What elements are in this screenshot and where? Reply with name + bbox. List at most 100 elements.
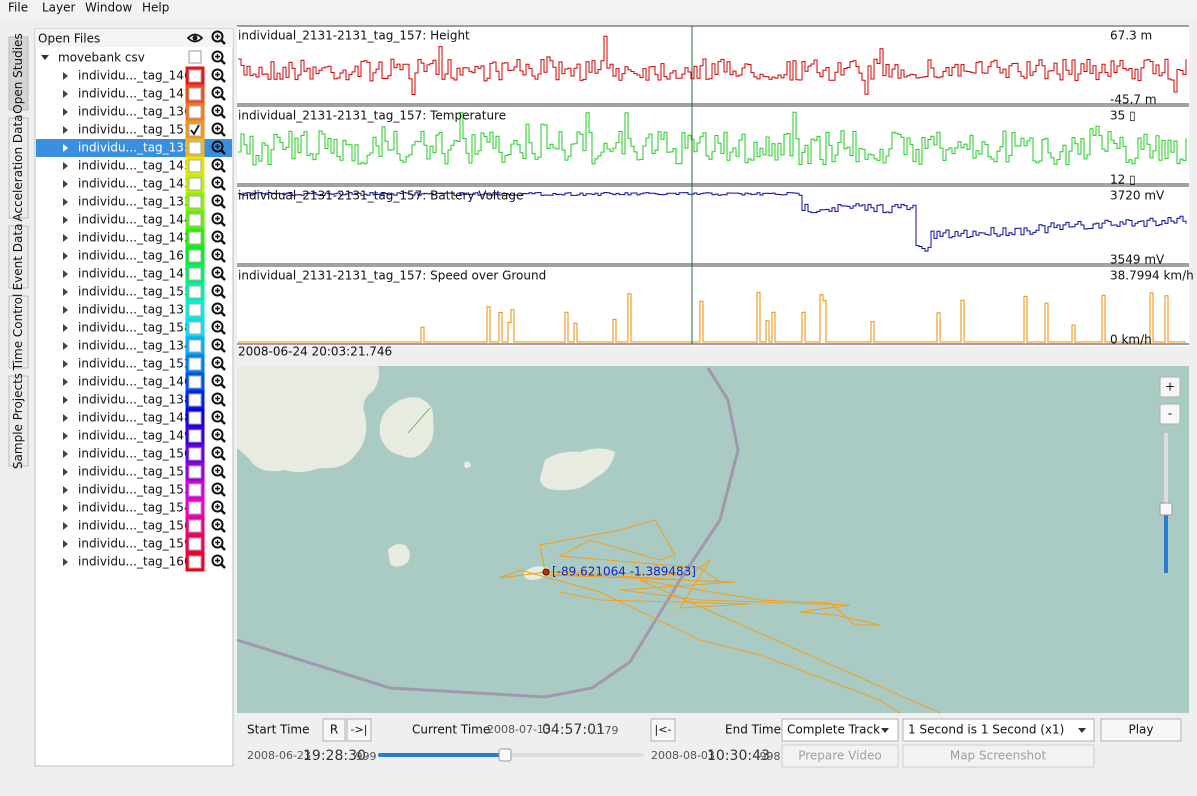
visibility-checkbox[interactable] <box>188 321 202 335</box>
animal-track <box>499 519 941 714</box>
map-screenshot-button[interactable] <box>902 744 1095 768</box>
tree-item-label[interactable]: individu..._tag_147 <box>78 267 192 281</box>
visibility-checkbox[interactable] <box>188 483 202 497</box>
visibility-checkbox[interactable] <box>188 69 202 83</box>
tree-item-label[interactable]: individu..._tag_144 <box>78 213 192 227</box>
side-tab[interactable] <box>8 36 29 111</box>
tree-item-label[interactable]: individu..._tag_135 <box>78 141 192 155</box>
reset-button[interactable] <box>322 718 346 742</box>
tree-item-label[interactable]: individu..._tag_151 <box>78 465 192 479</box>
visibility-checkbox[interactable] <box>188 429 202 443</box>
visibility-checkbox[interactable] <box>188 159 202 173</box>
expand-arrow <box>63 342 68 350</box>
plot-max: 38.7994 km/h <box>1110 269 1194 283</box>
end-mode-dropdown[interactable] <box>781 718 899 742</box>
zoom-in-button[interactable] <box>1159 376 1181 398</box>
color-swatch <box>185 264 205 284</box>
tree-item-label[interactable]: individu..._tag_150 <box>78 447 192 461</box>
expand-arrow <box>63 414 68 422</box>
expand-arrow <box>63 252 68 260</box>
zoom-slider-fill <box>1164 509 1168 573</box>
tree-item-label[interactable]: individu..._tag_141 <box>78 87 192 101</box>
side-tab-label: Open Studies <box>11 33 25 113</box>
visibility-checkbox[interactable] <box>188 501 202 515</box>
tree-item-label[interactable]: individu..._tag_153 <box>78 483 192 497</box>
side-tab[interactable] <box>8 117 29 219</box>
play-button[interactable] <box>1100 718 1182 742</box>
visibility-checkbox[interactable] <box>188 87 202 101</box>
tree-item-label[interactable]: individu..._tag_154 <box>78 501 192 515</box>
tree-item-label[interactable]: individu..._tag_136 <box>78 105 192 119</box>
menu-item[interactable]: Help <box>142 1 169 15</box>
visibility-checkbox[interactable] <box>188 141 202 155</box>
expand-arrow <box>63 522 68 530</box>
visibility-checkbox[interactable] <box>188 411 202 425</box>
expand-arrow <box>63 396 68 404</box>
time-slider-handle[interactable] <box>498 748 512 762</box>
tree-item-label[interactable]: individu..._tag_149 <box>78 429 192 443</box>
visibility-checkbox[interactable] <box>188 249 202 263</box>
map-screenshot-label: Map Screenshot <box>950 749 1047 763</box>
end-mode: Complete Track <box>787 723 880 737</box>
tree-item-label[interactable]: individu..._tag_148 <box>78 411 192 425</box>
menu-item[interactable]: File <box>8 1 28 15</box>
side-tab[interactable] <box>8 375 29 467</box>
tree-item-label[interactable]: individu..._tag_156 <box>78 519 192 533</box>
tree-item-label[interactable]: individu..._tag_155 <box>78 285 192 299</box>
expand-arrow <box>63 324 68 332</box>
tree-item-label[interactable]: individu..._tag_146 <box>78 69 192 83</box>
side-tab-label: Acceleration Data <box>11 114 25 221</box>
visibility-checkbox[interactable] <box>188 303 202 317</box>
tree-item-label[interactable]: individu..._tag_140 <box>78 375 192 389</box>
tree-item-label[interactable]: individu..._tag_160 <box>78 555 192 569</box>
visibility-checkbox[interactable] <box>188 375 202 389</box>
visibility-checkbox[interactable] <box>188 213 202 227</box>
visibility-checkbox[interactable] <box>188 231 202 245</box>
expand-arrow <box>63 180 68 188</box>
zoom-slider-handle[interactable] <box>1159 502 1173 516</box>
visibility-checkbox[interactable] <box>188 177 202 191</box>
visibility-checkbox[interactable] <box>188 267 202 281</box>
expand-arrow <box>63 216 68 224</box>
tree-item-label[interactable]: individu..._tag_138 <box>78 393 192 407</box>
tree-item-label[interactable]: individu..._tag_132 <box>78 195 192 209</box>
visibility-checkbox[interactable] <box>188 447 202 461</box>
expand-arrow <box>63 450 68 458</box>
tree-item-label[interactable]: individu..._tag_158 <box>78 321 192 335</box>
side-tab[interactable] <box>8 225 29 289</box>
side-tab-label: Event Data <box>11 224 25 291</box>
prepare-video-button[interactable] <box>781 744 899 768</box>
visibility-checkbox[interactable] <box>188 393 202 407</box>
menu-item[interactable]: Window <box>85 1 133 15</box>
signal-trace <box>238 192 1187 252</box>
visibility-checkbox[interactable] <box>188 555 202 569</box>
tree-item-label[interactable]: individu..._tag_161 <box>78 249 192 263</box>
visibility-checkbox[interactable] <box>188 285 202 299</box>
visibility-checkbox[interactable] <box>188 357 202 371</box>
tree-item-label[interactable]: individu..._tag_142 <box>78 231 192 245</box>
visibility-checkbox[interactable] <box>188 339 202 353</box>
zoom-out-button[interactable] <box>1159 403 1181 425</box>
tree-item-label[interactable]: individu..._tag_131 <box>78 303 192 317</box>
tree-item-label[interactable]: individu..._tag_134 <box>78 339 192 353</box>
visibility-checkbox[interactable] <box>188 195 202 209</box>
tree-item-label[interactable]: individu..._tag_145 <box>78 159 192 173</box>
jump-start-button[interactable] <box>650 718 676 742</box>
menu-item[interactable]: Layer <box>42 1 76 15</box>
tree-item-label[interactable]: individu..._tag_159 <box>78 537 192 551</box>
signal-trace <box>238 35 1187 95</box>
visibility-checkbox[interactable] <box>188 519 202 533</box>
visibility-checkbox[interactable] <box>188 465 202 479</box>
visibility-checkbox[interactable] <box>188 105 202 119</box>
root-checkbox[interactable] <box>188 50 202 64</box>
visibility-checkbox[interactable] <box>188 537 202 551</box>
jump-end-button[interactable] <box>346 718 372 742</box>
speed-dropdown[interactable] <box>902 718 1095 742</box>
tree-item-label[interactable]: individu..._tag_157 <box>78 123 192 137</box>
side-tab[interactable] <box>8 295 29 369</box>
tree-item-label[interactable]: individu..._tag_152 <box>78 357 192 371</box>
color-swatch <box>185 444 205 464</box>
color-swatch <box>185 228 205 248</box>
tree-item-label[interactable]: individu..._tag_143 <box>78 177 192 191</box>
